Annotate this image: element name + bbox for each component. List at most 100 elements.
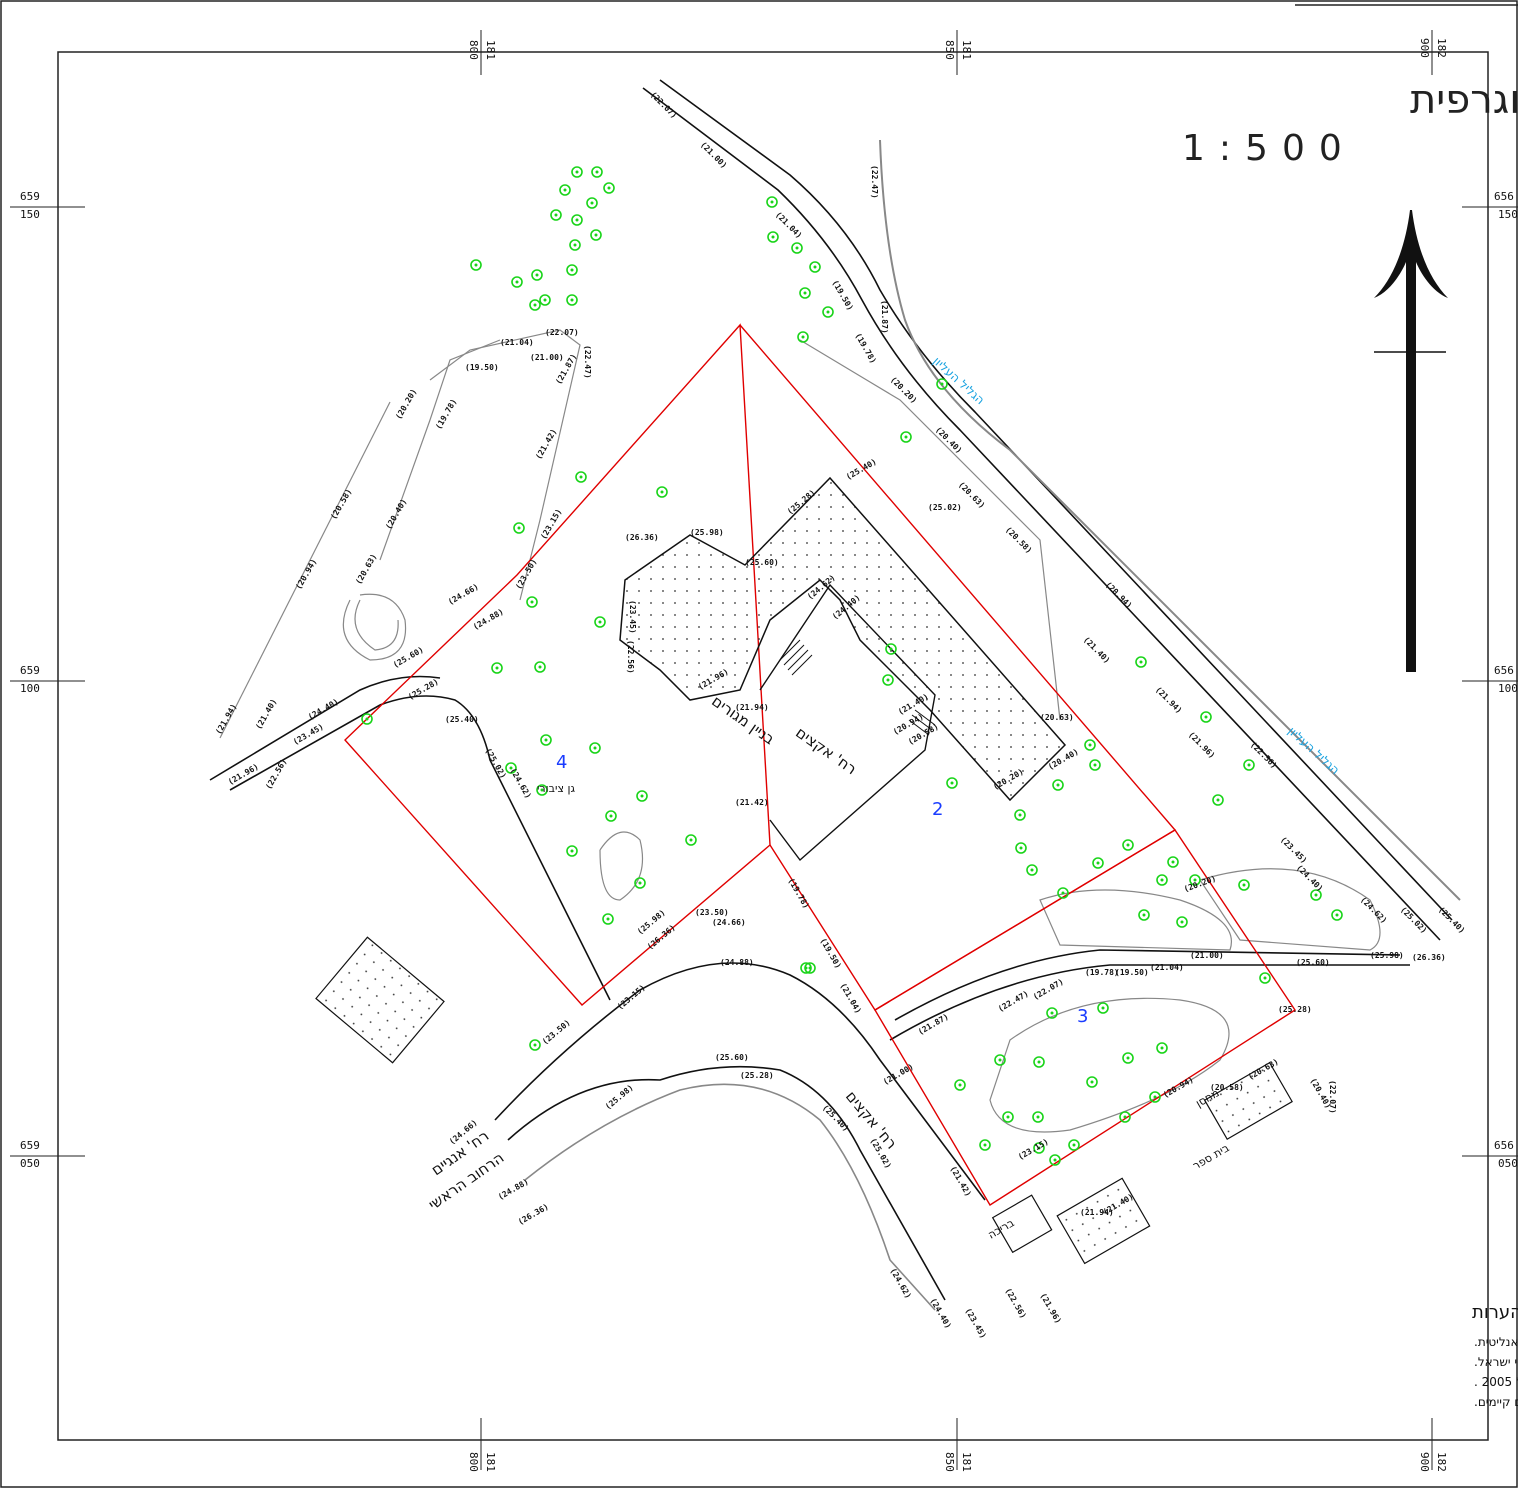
grid-label: 150 bbox=[1498, 208, 1518, 221]
tree-icon bbox=[566, 264, 578, 276]
tree-icon bbox=[1068, 1139, 1080, 1151]
note-line: 4. מספרים בסוגריים מציינים גבהים קיימים. bbox=[1474, 1395, 1518, 1409]
elevation-label: (25.40) bbox=[1437, 905, 1467, 935]
grid-label: 800 bbox=[467, 1452, 480, 1472]
tree-center bbox=[983, 1143, 987, 1147]
tree-center bbox=[940, 382, 944, 386]
tree-icon bbox=[936, 378, 948, 390]
tree-icon bbox=[1200, 711, 1212, 723]
trees bbox=[361, 166, 1343, 1166]
elevation-label: (25.98) bbox=[604, 1083, 636, 1112]
tree-center bbox=[607, 186, 611, 190]
tree-icon bbox=[539, 294, 551, 306]
grid-label: 100 bbox=[1498, 682, 1518, 695]
tree-icon bbox=[885, 643, 897, 655]
tree-icon bbox=[1122, 839, 1134, 851]
tree-center bbox=[1126, 843, 1130, 847]
tree-icon bbox=[1149, 1091, 1161, 1103]
tree-icon bbox=[1086, 1076, 1098, 1088]
elevation-label: (24.40) bbox=[1295, 863, 1325, 893]
elevation-label: (22.56) bbox=[1003, 1287, 1028, 1321]
tree-icon bbox=[540, 734, 552, 746]
grid-label: 182 bbox=[1435, 1452, 1448, 1472]
tree-icon bbox=[1156, 1042, 1168, 1054]
tree-icon bbox=[634, 877, 646, 889]
elevation-label: (20.63) bbox=[1040, 713, 1074, 722]
tree-center bbox=[1090, 1080, 1094, 1084]
tree-center bbox=[950, 781, 954, 785]
notes-header: הערות bbox=[1472, 1302, 1518, 1323]
tree-icon bbox=[809, 261, 821, 273]
elevation-label: (25.40) bbox=[845, 457, 879, 482]
tree-icon bbox=[534, 661, 546, 673]
parcel-numbers: 4 2 3 bbox=[556, 752, 1088, 1027]
tree-icon bbox=[1049, 1154, 1061, 1166]
tree-icon bbox=[605, 810, 617, 822]
tree-icon bbox=[531, 269, 543, 281]
tree-center bbox=[570, 849, 574, 853]
tree-icon bbox=[1331, 909, 1343, 921]
elevation-label: (25.02) bbox=[483, 747, 508, 781]
elevation-label: (25.98) bbox=[690, 528, 724, 537]
tree-center bbox=[543, 298, 547, 302]
elevation-label: (24.88) bbox=[720, 958, 754, 967]
tree-center bbox=[1018, 813, 1022, 817]
elevation-label: (19.50) bbox=[830, 279, 855, 313]
tree-icon bbox=[491, 662, 503, 674]
note-line: 2. גבולות החלקות נחוץ לפי תכניות מדידה ע… bbox=[1474, 1355, 1518, 1369]
grid-labels-bottom: 800 181 850 181 900 182 bbox=[467, 1452, 1448, 1472]
tree-icon bbox=[1212, 794, 1224, 806]
tree-center bbox=[1101, 1006, 1105, 1010]
tree-center bbox=[795, 246, 799, 250]
tree-center bbox=[595, 170, 599, 174]
tree-center bbox=[538, 665, 542, 669]
tree-icon bbox=[589, 742, 601, 754]
elevation-label: (23.45) bbox=[292, 722, 326, 747]
tree-icon bbox=[1033, 1142, 1045, 1154]
elevation-label: (25.60) bbox=[745, 558, 779, 567]
tree-icon bbox=[602, 913, 614, 925]
tree-icon bbox=[1084, 739, 1096, 751]
tree-center bbox=[609, 814, 613, 818]
tree-icon bbox=[685, 834, 697, 846]
tree-center bbox=[1204, 715, 1208, 719]
tree-center bbox=[575, 170, 579, 174]
parcel-boundaries bbox=[344, 323, 1296, 1206]
tree-center bbox=[1036, 1115, 1040, 1119]
elevation-label: (19.78) bbox=[786, 877, 811, 911]
elevation-label: (22.07) bbox=[545, 328, 579, 337]
tree-center bbox=[540, 788, 544, 792]
grid-label: 150 bbox=[20, 208, 40, 221]
roads bbox=[209, 79, 1461, 1311]
elevation-label: (20.94) bbox=[294, 557, 319, 591]
tree-icon bbox=[571, 214, 583, 226]
tree-icon bbox=[804, 962, 816, 974]
tree-icon bbox=[1238, 879, 1250, 891]
tree-center bbox=[813, 265, 817, 269]
elevation-label: (19.78) bbox=[434, 397, 459, 431]
tree-center bbox=[660, 490, 664, 494]
tree-icon bbox=[1015, 842, 1027, 854]
grid-label: 656 bbox=[1494, 190, 1514, 203]
parcel-number: 4 bbox=[556, 752, 567, 773]
tree-icon bbox=[1092, 857, 1104, 869]
tree-center bbox=[544, 738, 548, 742]
tree-icon bbox=[1046, 1007, 1058, 1019]
tree-center bbox=[1037, 1060, 1041, 1064]
elevation-label: (21.87) bbox=[880, 300, 889, 334]
tree-center bbox=[554, 213, 558, 217]
tree-center bbox=[998, 1058, 1002, 1062]
tree-center bbox=[803, 291, 807, 295]
elevation-label: (20.20) bbox=[394, 387, 419, 421]
tree-center bbox=[517, 526, 521, 530]
elevation-label: (23.50) bbox=[541, 1018, 573, 1047]
tree-icon bbox=[1014, 809, 1026, 821]
tree-icon bbox=[571, 166, 583, 178]
grid-label: 900 bbox=[1418, 38, 1431, 58]
tree-center bbox=[770, 200, 774, 204]
tree-center bbox=[1061, 891, 1065, 895]
elevation-label: (25.02) bbox=[928, 503, 962, 512]
elevation-label: (20.58) bbox=[329, 487, 354, 521]
tree-icon bbox=[882, 674, 894, 686]
tree-icon bbox=[1032, 1111, 1044, 1123]
